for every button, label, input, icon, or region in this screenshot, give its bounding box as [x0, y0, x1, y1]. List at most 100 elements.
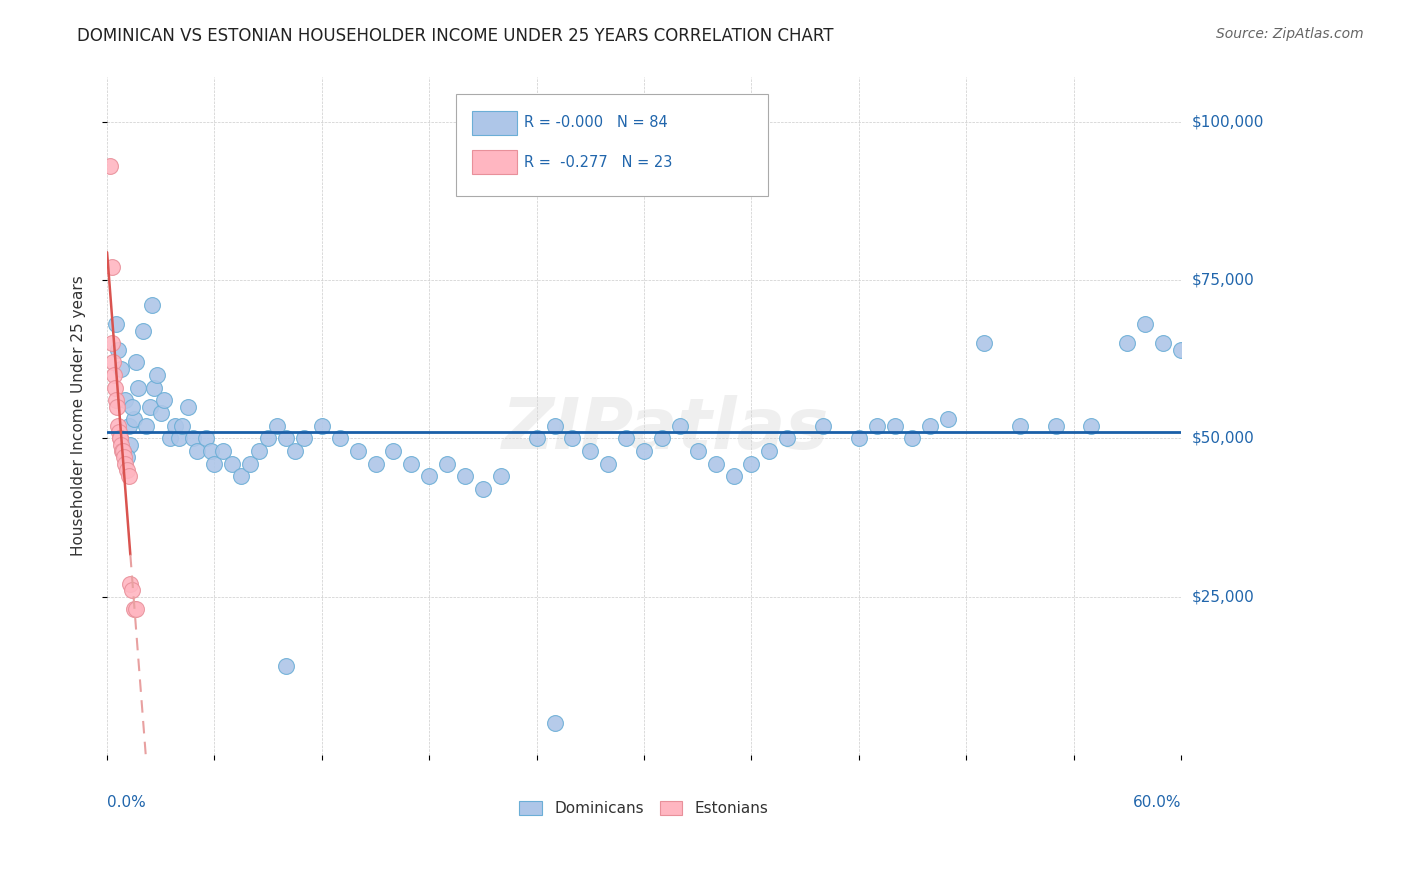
- Point: [284, 444, 307, 458]
- Point: [132, 324, 155, 338]
- Point: [489, 469, 512, 483]
- Text: $25,000: $25,000: [1192, 589, 1254, 604]
- Point: [142, 381, 165, 395]
- Point: [704, 457, 727, 471]
- Point: [112, 444, 135, 458]
- Point: [901, 431, 924, 445]
- Point: [204, 457, 226, 471]
- Point: [274, 659, 297, 673]
- Text: 0.0%: 0.0%: [107, 796, 146, 811]
- Text: $50,000: $50,000: [1192, 431, 1254, 446]
- Point: [122, 602, 145, 616]
- Point: [120, 577, 142, 591]
- Point: [114, 393, 136, 408]
- Point: [401, 457, 423, 471]
- Point: [139, 400, 162, 414]
- Point: [382, 444, 405, 458]
- Point: [936, 412, 959, 426]
- Text: 60.0%: 60.0%: [1132, 796, 1181, 811]
- Point: [149, 406, 172, 420]
- Point: [105, 393, 128, 408]
- Point: [135, 418, 157, 433]
- Point: [117, 418, 139, 433]
- Point: [1116, 336, 1139, 351]
- Point: [103, 368, 125, 382]
- Point: [117, 469, 139, 483]
- Point: [579, 444, 602, 458]
- Point: [107, 425, 129, 439]
- Point: [110, 361, 132, 376]
- Point: [776, 431, 799, 445]
- Point: [247, 444, 270, 458]
- Point: [364, 457, 387, 471]
- Point: [101, 336, 124, 351]
- Point: [107, 418, 129, 433]
- Legend: Dominicans, Estonians: Dominicans, Estonians: [513, 796, 775, 822]
- Point: [311, 418, 333, 433]
- Point: [526, 431, 548, 445]
- Point: [172, 418, 194, 433]
- Point: [107, 343, 129, 357]
- Point: [110, 437, 132, 451]
- Point: [125, 355, 148, 369]
- Point: [266, 418, 288, 433]
- Point: [1080, 418, 1102, 433]
- Point: [108, 431, 131, 445]
- Point: [239, 457, 262, 471]
- Point: [292, 431, 315, 445]
- Point: [176, 400, 198, 414]
- Point: [1170, 343, 1192, 357]
- Point: [811, 418, 834, 433]
- Point: [614, 431, 637, 445]
- FancyBboxPatch shape: [472, 111, 517, 135]
- Point: [112, 444, 135, 458]
- Point: [115, 463, 138, 477]
- Point: [598, 457, 620, 471]
- Point: [153, 393, 176, 408]
- Point: [231, 469, 253, 483]
- Point: [167, 431, 190, 445]
- Point: [543, 716, 565, 731]
- Point: [120, 437, 142, 451]
- Point: [633, 444, 655, 458]
- Point: [110, 431, 132, 445]
- FancyBboxPatch shape: [472, 150, 517, 174]
- Point: [98, 159, 121, 173]
- Point: [1045, 418, 1067, 433]
- Point: [1152, 336, 1174, 351]
- Point: [100, 260, 122, 275]
- Point: [561, 431, 583, 445]
- Point: [257, 431, 280, 445]
- Point: [436, 457, 458, 471]
- Point: [973, 336, 995, 351]
- Point: [740, 457, 762, 471]
- Point: [543, 418, 565, 433]
- Point: [186, 444, 208, 458]
- Point: [141, 298, 163, 312]
- Point: [103, 355, 125, 369]
- Point: [121, 400, 143, 414]
- Text: $75,000: $75,000: [1192, 273, 1254, 287]
- FancyBboxPatch shape: [456, 95, 768, 196]
- Point: [866, 418, 889, 433]
- Point: [104, 381, 127, 395]
- Point: [221, 457, 243, 471]
- Point: [848, 431, 870, 445]
- Point: [200, 444, 222, 458]
- Text: Source: ZipAtlas.com: Source: ZipAtlas.com: [1216, 27, 1364, 41]
- Text: DOMINICAN VS ESTONIAN HOUSEHOLDER INCOME UNDER 25 YEARS CORRELATION CHART: DOMINICAN VS ESTONIAN HOUSEHOLDER INCOME…: [77, 27, 834, 45]
- Point: [212, 444, 235, 458]
- Point: [181, 431, 204, 445]
- Point: [758, 444, 780, 458]
- Point: [651, 431, 673, 445]
- Point: [883, 418, 905, 433]
- Point: [346, 444, 368, 458]
- Point: [105, 318, 128, 332]
- Point: [1008, 418, 1031, 433]
- Text: $100,000: $100,000: [1192, 114, 1264, 129]
- Point: [274, 431, 297, 445]
- Point: [159, 431, 181, 445]
- Point: [329, 431, 352, 445]
- Point: [114, 457, 136, 471]
- Point: [111, 444, 134, 458]
